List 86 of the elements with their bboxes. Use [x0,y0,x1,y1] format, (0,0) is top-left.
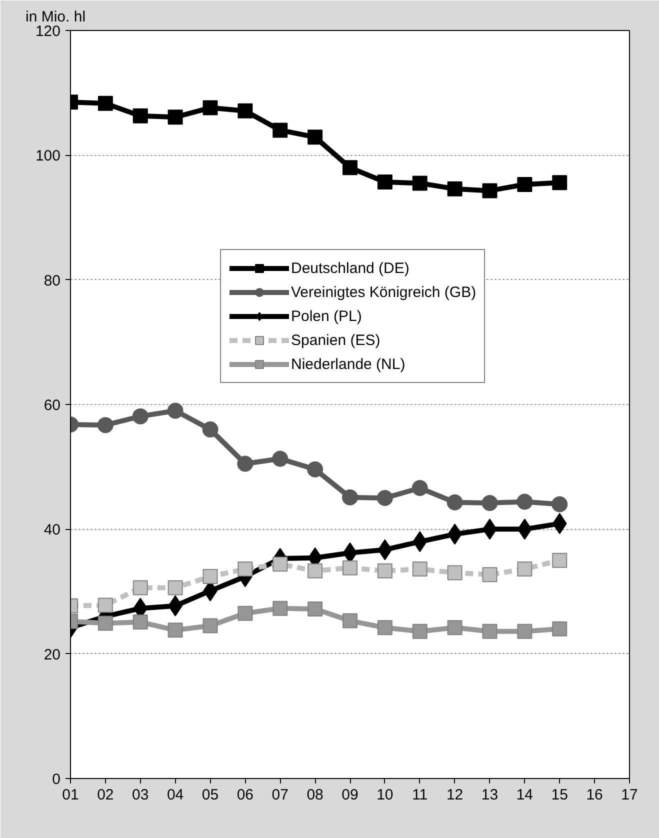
x-tick-label: 15 [551,786,568,804]
point [272,122,288,138]
x-tick-label: 01 [62,786,79,804]
x-tick-label: 03 [132,786,149,804]
x-tick-label: 04 [166,786,184,804]
point [482,624,498,639]
point [98,96,113,111]
point [376,490,393,506]
point [552,552,568,568]
x-tick-label: 11 [412,786,428,804]
point [447,181,462,196]
point [168,110,183,125]
y-tick-label: 80 [44,272,61,290]
point [377,620,392,636]
point [168,622,183,638]
point [167,402,184,419]
point [238,562,253,577]
point [447,565,462,580]
legend-label: Polen (PL) [291,308,362,324]
y-tick-label: 0 [52,771,60,788]
x-tick-label: 13 [481,786,498,804]
x-tick-label: 06 [236,786,254,804]
point [482,567,498,582]
point [482,183,498,198]
x-tick-label: 05 [202,786,219,804]
point [342,489,358,506]
x-tick-label: 09 [342,786,358,804]
point [412,562,428,577]
point [308,601,323,616]
x-tick-label: 10 [376,786,394,804]
point [132,614,148,630]
x-tick-label: 07 [272,786,288,804]
point [202,618,218,634]
point [132,108,148,124]
x-tick-label: 14 [516,786,534,804]
point [272,556,288,572]
point [202,569,218,584]
x-tick-label: 02 [97,786,114,804]
point [132,408,148,424]
x-tick-label: 12 [446,786,464,804]
point [168,580,183,596]
y-tick-label: 20 [44,646,61,664]
point [238,103,253,118]
point [552,496,568,512]
point [377,563,392,578]
legend-label: Spanien (ES) [291,332,380,348]
point [552,175,568,190]
point [377,174,392,190]
legend-label: Niederlande (NL) [291,356,406,372]
point [98,598,113,613]
y-tick-label: 100 [35,148,61,165]
point [202,100,218,116]
point [342,560,358,576]
point [272,600,288,616]
point [482,495,498,511]
point [412,480,428,496]
y-tick-label: 120 [35,23,61,40]
point [202,421,218,438]
y-tick-label: 60 [44,397,61,414]
point [447,620,462,636]
point [238,606,253,621]
point [342,613,358,628]
point [516,494,533,510]
point [97,417,114,434]
x-tick-label: 08 [306,786,324,804]
point [517,624,532,639]
point [342,160,358,176]
point [308,130,323,145]
point [272,450,288,467]
point [552,621,568,636]
point [412,624,428,639]
point [446,494,463,510]
point [517,562,532,577]
point [517,176,532,192]
y-axis-title: in Mio. hl [26,8,86,26]
point [98,616,113,631]
legend-label: Vereinigtes Königreich (GB) [291,284,476,300]
y-tick-label: 40 [44,522,61,539]
x-tick-label: 16 [586,786,603,804]
point [308,563,323,578]
point [412,176,428,191]
legend-label: Deutschland (DE) [291,260,410,276]
x-tick-label: 17 [621,786,638,804]
point [132,580,148,596]
point [307,461,324,478]
point [237,456,254,472]
